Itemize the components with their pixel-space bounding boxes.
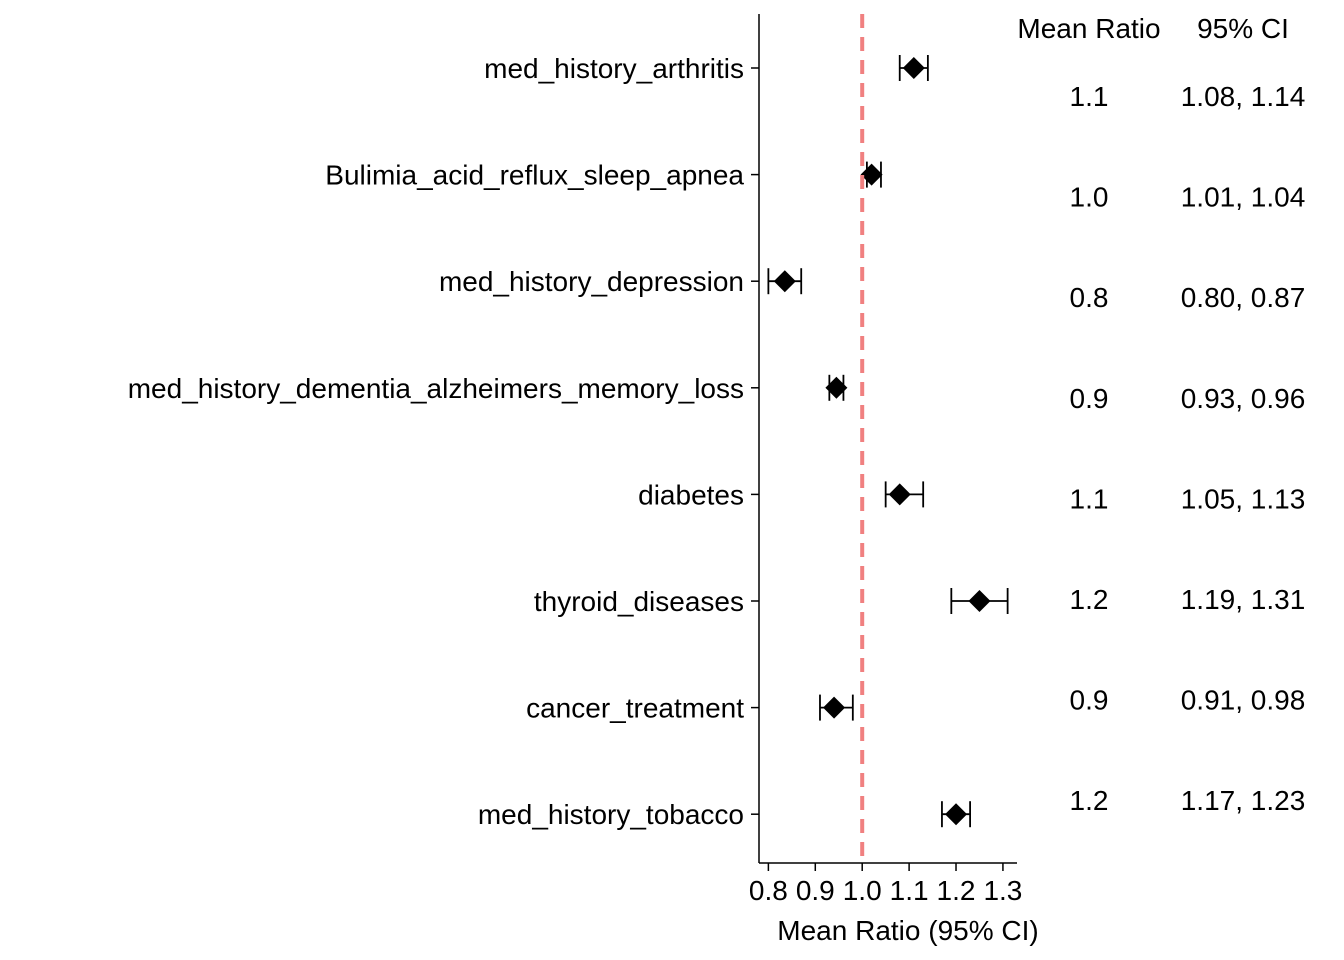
table-cell-estimate: 1.1 [1070, 483, 1109, 514]
estimate-point [825, 376, 848, 399]
x-tick-label: 1.1 [890, 875, 929, 906]
table-header-mean-ratio: Mean Ratio [1017, 13, 1160, 44]
table-cell-estimate: 0.9 [1070, 383, 1109, 414]
estimate-point [773, 270, 796, 293]
table-cell-ci: 1.19, 1.31 [1181, 584, 1306, 615]
x-tick-label: 1.3 [983, 875, 1022, 906]
table-cell-estimate: 1.2 [1070, 584, 1109, 615]
table-cell-estimate: 1.0 [1070, 182, 1109, 213]
x-tick-label: 0.8 [749, 875, 788, 906]
table-cell-estimate: 1.1 [1070, 81, 1109, 112]
table-header-ci: 95% CI [1197, 13, 1289, 44]
table-cell-ci: 0.91, 0.98 [1181, 685, 1306, 716]
category-label: med_history_tobacco [478, 799, 744, 830]
estimate-point [945, 803, 968, 826]
category-label: thyroid_diseases [534, 586, 744, 617]
table-cell-estimate: 0.8 [1070, 282, 1109, 313]
estimate-point [888, 483, 911, 506]
estimate-point [860, 163, 883, 186]
estimate-point [823, 696, 846, 719]
x-tick-label: 1.2 [937, 875, 976, 906]
x-tick-label: 0.9 [796, 875, 835, 906]
x-axis-title: Mean Ratio (95% CI) [777, 915, 1038, 946]
plot-rows: med_history_arthritis Bulimia_acid_reflux… [128, 53, 1009, 830]
estimate-table: 1.1 1.08, 1.14 1.0 1.01, 1.04 0.8 0.80, 0.87 0… [1070, 81, 1306, 816]
estimate-point [902, 57, 925, 79]
table-cell-ci: 0.93, 0.96 [1181, 383, 1306, 414]
x-tick-label: 1.0 [843, 875, 882, 906]
table-cell-ci: 1.17, 1.23 [1181, 785, 1306, 816]
x-axis-ticks: 0.8 0.9 1.0 1.1 1.2 1.3 [749, 863, 1022, 906]
table-cell-ci: 0.80, 0.87 [1181, 282, 1306, 313]
category-label: med_history_depression [439, 266, 744, 297]
table-cell-ci: 1.08, 1.14 [1181, 81, 1306, 112]
category-label: cancer_treatment [526, 693, 744, 724]
category-label: med_history_arthritis [484, 53, 744, 84]
estimate-point [968, 590, 991, 612]
table-cell-ci: 1.05, 1.13 [1181, 483, 1306, 514]
table-cell-estimate: 0.9 [1070, 685, 1109, 716]
table-cell-ci: 1.01, 1.04 [1181, 182, 1306, 213]
category-label: diabetes [638, 479, 744, 510]
category-label: Bulimia_acid_reflux_sleep_apnea [325, 160, 744, 191]
table-cell-estimate: 1.2 [1070, 785, 1109, 816]
category-label: med_history_dementia_alzheimers_memory_l… [128, 373, 744, 404]
